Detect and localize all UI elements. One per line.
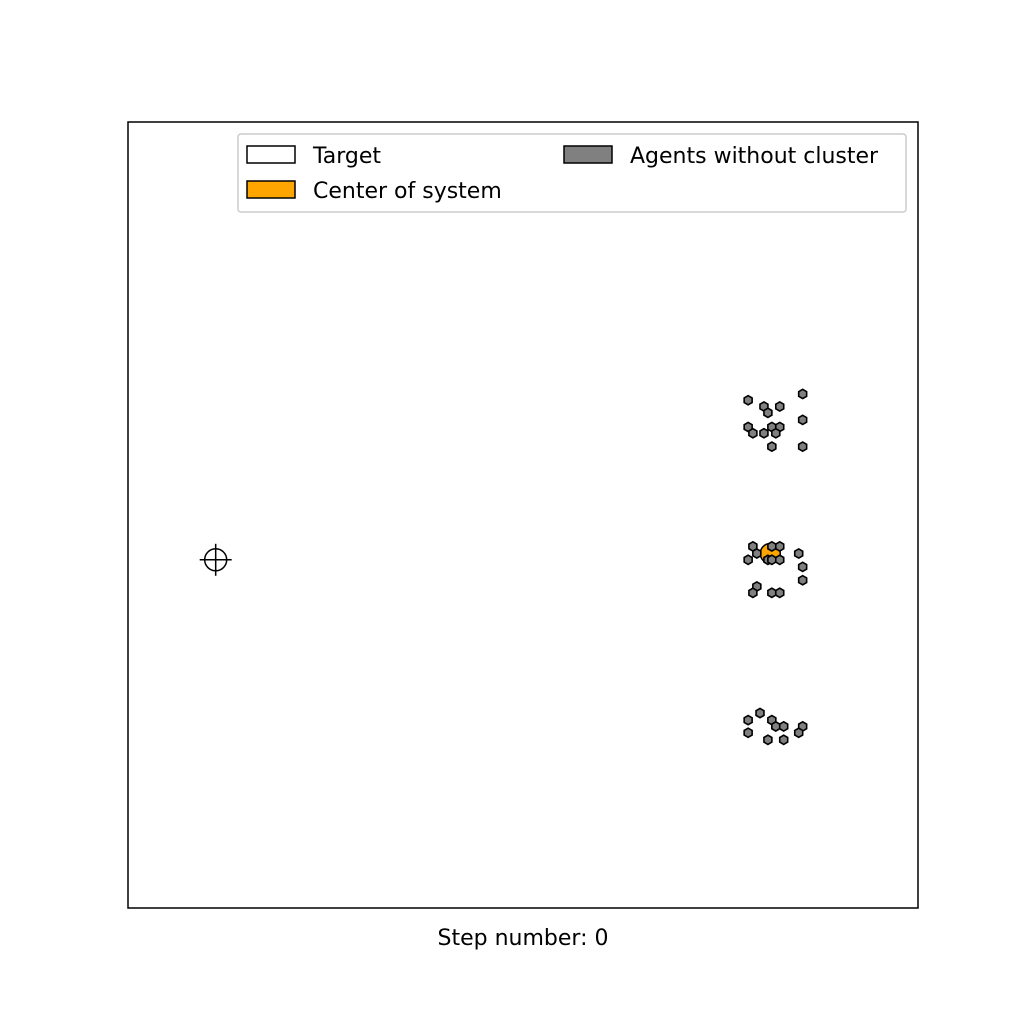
agent-point (767, 587, 777, 599)
agent-point (763, 734, 773, 746)
agent-point (743, 727, 753, 739)
legend-label-agents: Agents without cluster (630, 144, 879, 169)
legend-swatch-agents (563, 145, 613, 164)
agent-point (774, 554, 785, 566)
agent-point (793, 547, 804, 560)
legend: Target Center of system Agents without c… (237, 133, 907, 213)
agent-point (774, 540, 785, 552)
agent-point (774, 401, 785, 413)
agent-point (767, 441, 777, 453)
agent-point (743, 394, 753, 406)
agent-point (767, 540, 777, 552)
legend-swatch-target (246, 145, 296, 164)
agent-point (797, 441, 808, 453)
agent-point (748, 587, 758, 599)
legend-swatch-center (246, 180, 296, 199)
agent-point (743, 554, 753, 566)
step-number-label: Step number: 0 (438, 926, 609, 951)
agent-point (755, 707, 765, 719)
agent-markers (743, 388, 808, 746)
agent-point (797, 414, 808, 426)
agent-point (797, 388, 808, 400)
agent-point (793, 727, 804, 739)
agent-point (759, 427, 769, 439)
agent-point (743, 714, 753, 726)
agent-point (767, 554, 777, 566)
agent-point (797, 561, 808, 573)
agent-point (774, 587, 785, 599)
agent-point (797, 574, 808, 586)
agent-point (752, 547, 762, 560)
agent-point (748, 427, 758, 439)
legend-frame (237, 133, 907, 213)
agent-point (771, 720, 781, 732)
target-marker (199, 543, 232, 576)
plot-area (127, 121, 919, 909)
agent-point (763, 407, 773, 419)
agent-point (771, 427, 781, 439)
legend-label-center: Center of system (313, 179, 502, 204)
agent-point (778, 734, 789, 746)
agent-point (778, 720, 789, 732)
legend-label-target: Target (312, 144, 381, 169)
